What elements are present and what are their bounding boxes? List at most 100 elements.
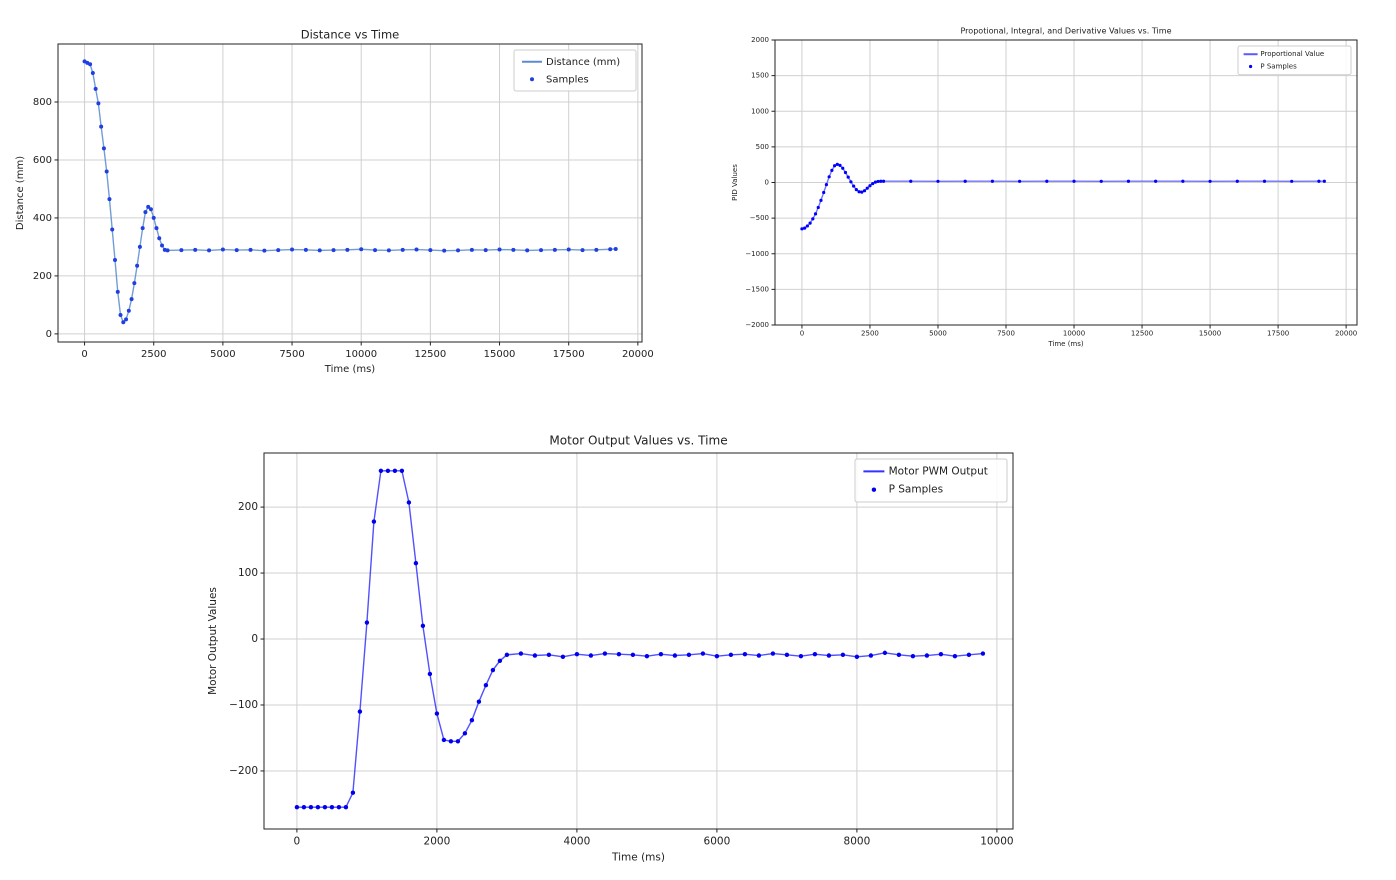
sample-point [290,247,295,252]
sample-point [594,247,599,252]
y-tick-label: 0 [46,329,52,340]
sample-point [193,247,198,252]
chart-title: Motor Output Values vs. Time [549,434,727,448]
sample-point [546,652,552,658]
sample-point [345,247,350,252]
sample-point [248,247,253,252]
sample-point [910,653,916,659]
y-axis-label: PID Values [731,164,739,201]
chart: 0 2500 5000 7500 10000 12500 15000 17500 20000−2… [731,27,1358,348]
sample-point [800,227,804,231]
x-axis-label: Time (ms) [1047,340,1084,348]
sample-point [552,247,557,252]
sample-point [854,188,858,192]
sample-point [1262,179,1267,183]
legend-label: Distance (mm) [546,57,620,68]
sample-point [854,654,860,660]
x-tick-label: 6000 [704,836,731,848]
sample-point [121,320,126,325]
sample-point [107,197,112,202]
sample-point [386,248,391,253]
sample-point [812,651,818,657]
sample-point [140,226,145,231]
sample-point [936,179,940,183]
sample-point [882,650,888,656]
y-axis-label: Motor Output Values [207,587,219,695]
sample-point [532,653,538,658]
legend-label: Motor PWM Output [889,465,988,477]
x-tick-label: 2500 [141,349,166,360]
sample-point [990,179,994,183]
sample-point [126,308,131,313]
sample-point [135,263,140,268]
sample-point [700,651,706,656]
sample-point [1099,179,1103,183]
sample-point [756,653,762,658]
sample-point [805,224,809,228]
sample-point [442,248,447,253]
sample-point [124,317,129,322]
y-tick-label: 200 [33,271,52,282]
plot-frame [57,43,643,343]
sample-point [101,146,106,151]
sample-point [840,652,846,658]
sample-point [827,175,831,179]
sample-point [938,651,944,657]
sample-point [838,163,842,167]
sample-point [331,248,336,253]
legend-box [1237,45,1352,76]
sample-point [1322,179,1326,183]
x-axis-label: Time (ms) [324,364,376,375]
sample-point [456,248,461,253]
sample-point [469,247,474,252]
sample-point [392,468,398,474]
x-tick-label: 2500 [861,329,879,337]
x-tick-label: 2000 [424,836,451,848]
sample-point [462,731,468,736]
plot-frame [774,39,1358,326]
sample-point [1126,179,1131,183]
sample-point [118,313,123,318]
y-tick-label: −200 [229,765,258,777]
sample-point [616,651,622,657]
sample-point [294,805,300,810]
sample-point [813,212,818,216]
sample-point [830,168,834,172]
x-tick-label: 17500 [1267,329,1289,337]
sample-point [672,653,678,658]
sample-point [811,217,815,221]
sample-point [343,805,349,810]
sample-point [980,651,986,656]
sample-point [364,620,370,625]
x-axis-label: Time (ms) [611,851,665,863]
sample-point [588,653,594,658]
legend-box [513,49,637,92]
sample-point [96,101,101,106]
sample-point [378,468,384,474]
sample-point [849,180,853,184]
sample-point [455,739,461,744]
sample-point [137,244,142,249]
y-tick-label: 2000 [751,36,769,44]
x-tick-label: 0 [81,349,87,360]
y-tick-label: −2000 [745,321,769,329]
sample-point [400,247,405,252]
sample-point [160,243,165,248]
sample-point [99,124,104,129]
sample-point [329,805,335,810]
sample-point [784,652,790,658]
sample-point [862,189,867,193]
y-tick-label: 600 [33,155,52,166]
sample-point [714,653,720,659]
sample-point [1235,179,1239,183]
sample-point [476,699,482,704]
sample-point [151,215,156,220]
series-line [84,60,616,324]
sample-point [165,248,170,253]
legend-box [854,458,1008,503]
x-tick-label: 7500 [997,329,1015,337]
sample-point [359,247,364,252]
sample-point [865,186,869,190]
plot-area [58,44,642,342]
